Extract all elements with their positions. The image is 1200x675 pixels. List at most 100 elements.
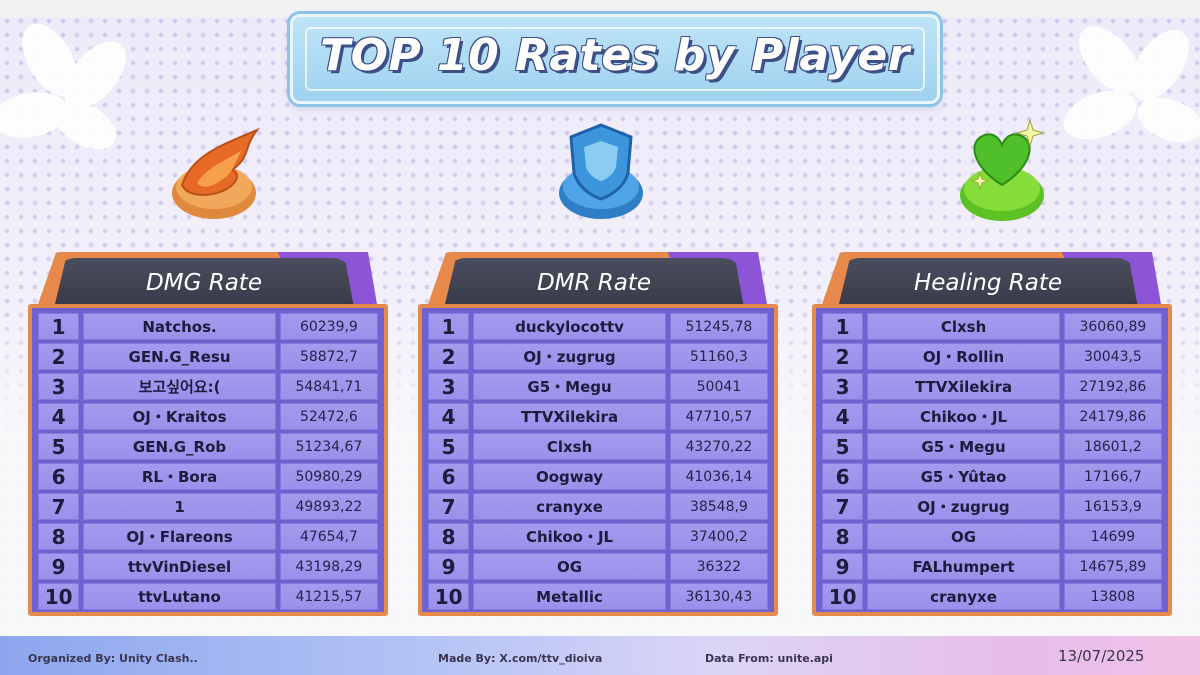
player-name-cell: Clxsh [867,313,1060,340]
rate-value-cell: 14699 [1063,523,1163,550]
player-name-cell: RL・Bora [83,463,276,490]
rate-value-cell: 47710,57 [669,403,769,430]
title-plate [290,14,940,104]
rate-value-cell: 60239,9 [279,313,379,340]
table-row: 8 OJ・Flareons 47654,7 [36,522,380,552]
table-row: 10 Metallic 36130,43 [426,582,770,612]
player-name-cell: cranyxe [867,583,1060,610]
rate-value-cell: 54841,71 [279,373,379,400]
rate-value-cell: 41036,14 [669,463,769,490]
rate-value-cell: 24179,86 [1063,403,1163,430]
leaderboard-table: 1 Natchos. 60239,9 2 GEN.G_Resu 58872,7 … [28,304,388,616]
player-name-cell: cranyxe [473,493,666,520]
shield-emblem-icon [559,123,643,219]
player-name-cell: OJ・zugrug [867,493,1060,520]
rate-value-cell: 37400,2 [669,523,769,550]
rate-value-cell: 30043,5 [1063,343,1163,370]
table-row: 8 Chikoo・JL 37400,2 [426,522,770,552]
table-row: 9 ttvVinDiesel 43198,29 [36,552,380,582]
rate-value-cell: 43198,29 [279,553,379,580]
rate-value-cell: 47654,7 [279,523,379,550]
footer-date: 13/07/2025 [1058,647,1145,665]
panel-header [838,258,1138,308]
player-name-cell: GEN.G_Rob [83,433,276,460]
player-name-cell: G5・Yûtao [867,463,1060,490]
player-name-cell: Oogway [473,463,666,490]
rate-value-cell: 16153,9 [1063,493,1163,520]
player-name-cell: Metallic [473,583,666,610]
rank-cell: 1 [38,313,80,340]
rate-value-cell: 50980,29 [279,463,379,490]
footer-data-from: Data From: unite.api [705,652,833,665]
table-row: 9 FALhumpert 14675,89 [820,552,1164,582]
table-row: 1 Clxsh 36060,89 [820,312,1164,342]
rank-cell: 8 [822,523,864,550]
rank-cell: 6 [822,463,864,490]
player-name-cell: ttvVinDiesel [83,553,276,580]
leaderboard-panel: DMG Rate 1 Natchos. 60239,9 2 GEN.G_Resu… [28,250,388,620]
rate-value-cell: 51160,3 [669,343,769,370]
top-strip [0,0,1200,18]
rank-cell: 3 [38,373,80,400]
rank-cell: 10 [38,583,80,610]
footer-made-by: Made By: X.com/ttv_dioiva [438,652,603,665]
rate-value-cell: 18601,2 [1063,433,1163,460]
table-row: 2 OJ・zugrug 51160,3 [426,342,770,372]
player-name-cell: OJ・zugrug [473,343,666,370]
rate-value-cell: 38548,9 [669,493,769,520]
rank-cell: 1 [822,313,864,340]
table-row: 7 OJ・zugrug 16153,9 [820,492,1164,522]
rank-cell: 5 [38,433,80,460]
table-row: 3 TTVXilekira 27192,86 [820,372,1164,402]
player-name-cell: Clxsh [473,433,666,460]
rank-cell: 7 [428,493,470,520]
rank-cell: 4 [38,403,80,430]
rank-cell: 9 [38,553,80,580]
table-row: 5 G5・Megu 18601,2 [820,432,1164,462]
rank-cell: 9 [428,553,470,580]
player-name-cell: ttvLutano [83,583,276,610]
table-row: 5 Clxsh 43270,22 [426,432,770,462]
rank-cell: 2 [38,343,80,370]
footer-bar [0,636,1200,675]
panel-header-title: DMR Rate [536,270,652,296]
rate-value-cell: 36322 [669,553,769,580]
leaderboard-panel: Healing Rate 1 Clxsh 36060,89 2 OJ・Rolli… [812,250,1172,620]
rank-cell: 5 [428,433,470,460]
rank-cell: 8 [38,523,80,550]
rate-value-cell: 58872,7 [279,343,379,370]
page-title: TOP 10 Rates by Player [320,30,910,81]
rank-cell: 10 [428,583,470,610]
player-name-cell: Chikoo・JL [473,523,666,550]
table-row: 2 GEN.G_Resu 58872,7 [36,342,380,372]
table-row: 3 보고싶어요:( 54841,71 [36,372,380,402]
rank-cell: 6 [38,463,80,490]
table-row: 6 G5・Yûtao 17166,7 [820,462,1164,492]
rank-cell: 4 [822,403,864,430]
rate-value-cell: 36060,89 [1063,313,1163,340]
table-row: 10 ttvLutano 41215,57 [36,582,380,612]
table-row: 1 Natchos. 60239,9 [36,312,380,342]
rate-value-cell: 13808 [1063,583,1163,610]
player-name-cell: 보고싶어요:( [83,373,276,400]
rate-value-cell: 17166,7 [1063,463,1163,490]
rank-cell: 4 [428,403,470,430]
player-name-cell: Chikoo・JL [867,403,1060,430]
rank-cell: 7 [38,493,80,520]
table-row: 3 G5・Megu 50041 [426,372,770,402]
rate-value-cell: 52472,6 [279,403,379,430]
rate-value-cell: 41215,57 [279,583,379,610]
rank-cell: 7 [822,493,864,520]
rank-cell: 1 [428,313,470,340]
table-row: 8 OG 14699 [820,522,1164,552]
panel-header-title: DMG Rate [146,270,262,296]
player-name-cell: G5・Megu [473,373,666,400]
flower-decoration-left-icon [0,23,126,150]
table-row: 4 TTVXilekira 47710,57 [426,402,770,432]
leaderboard-panel: DMR Rate 1 duckylocottv 51245,78 2 OJ・zu… [418,250,778,620]
rate-value-cell: 51234,67 [279,433,379,460]
rank-cell: 2 [428,343,470,370]
rate-value-cell: 49893,22 [279,493,379,520]
table-row: 6 RL・Bora 50980,29 [36,462,380,492]
player-name-cell: TTVXilekira [473,403,666,430]
